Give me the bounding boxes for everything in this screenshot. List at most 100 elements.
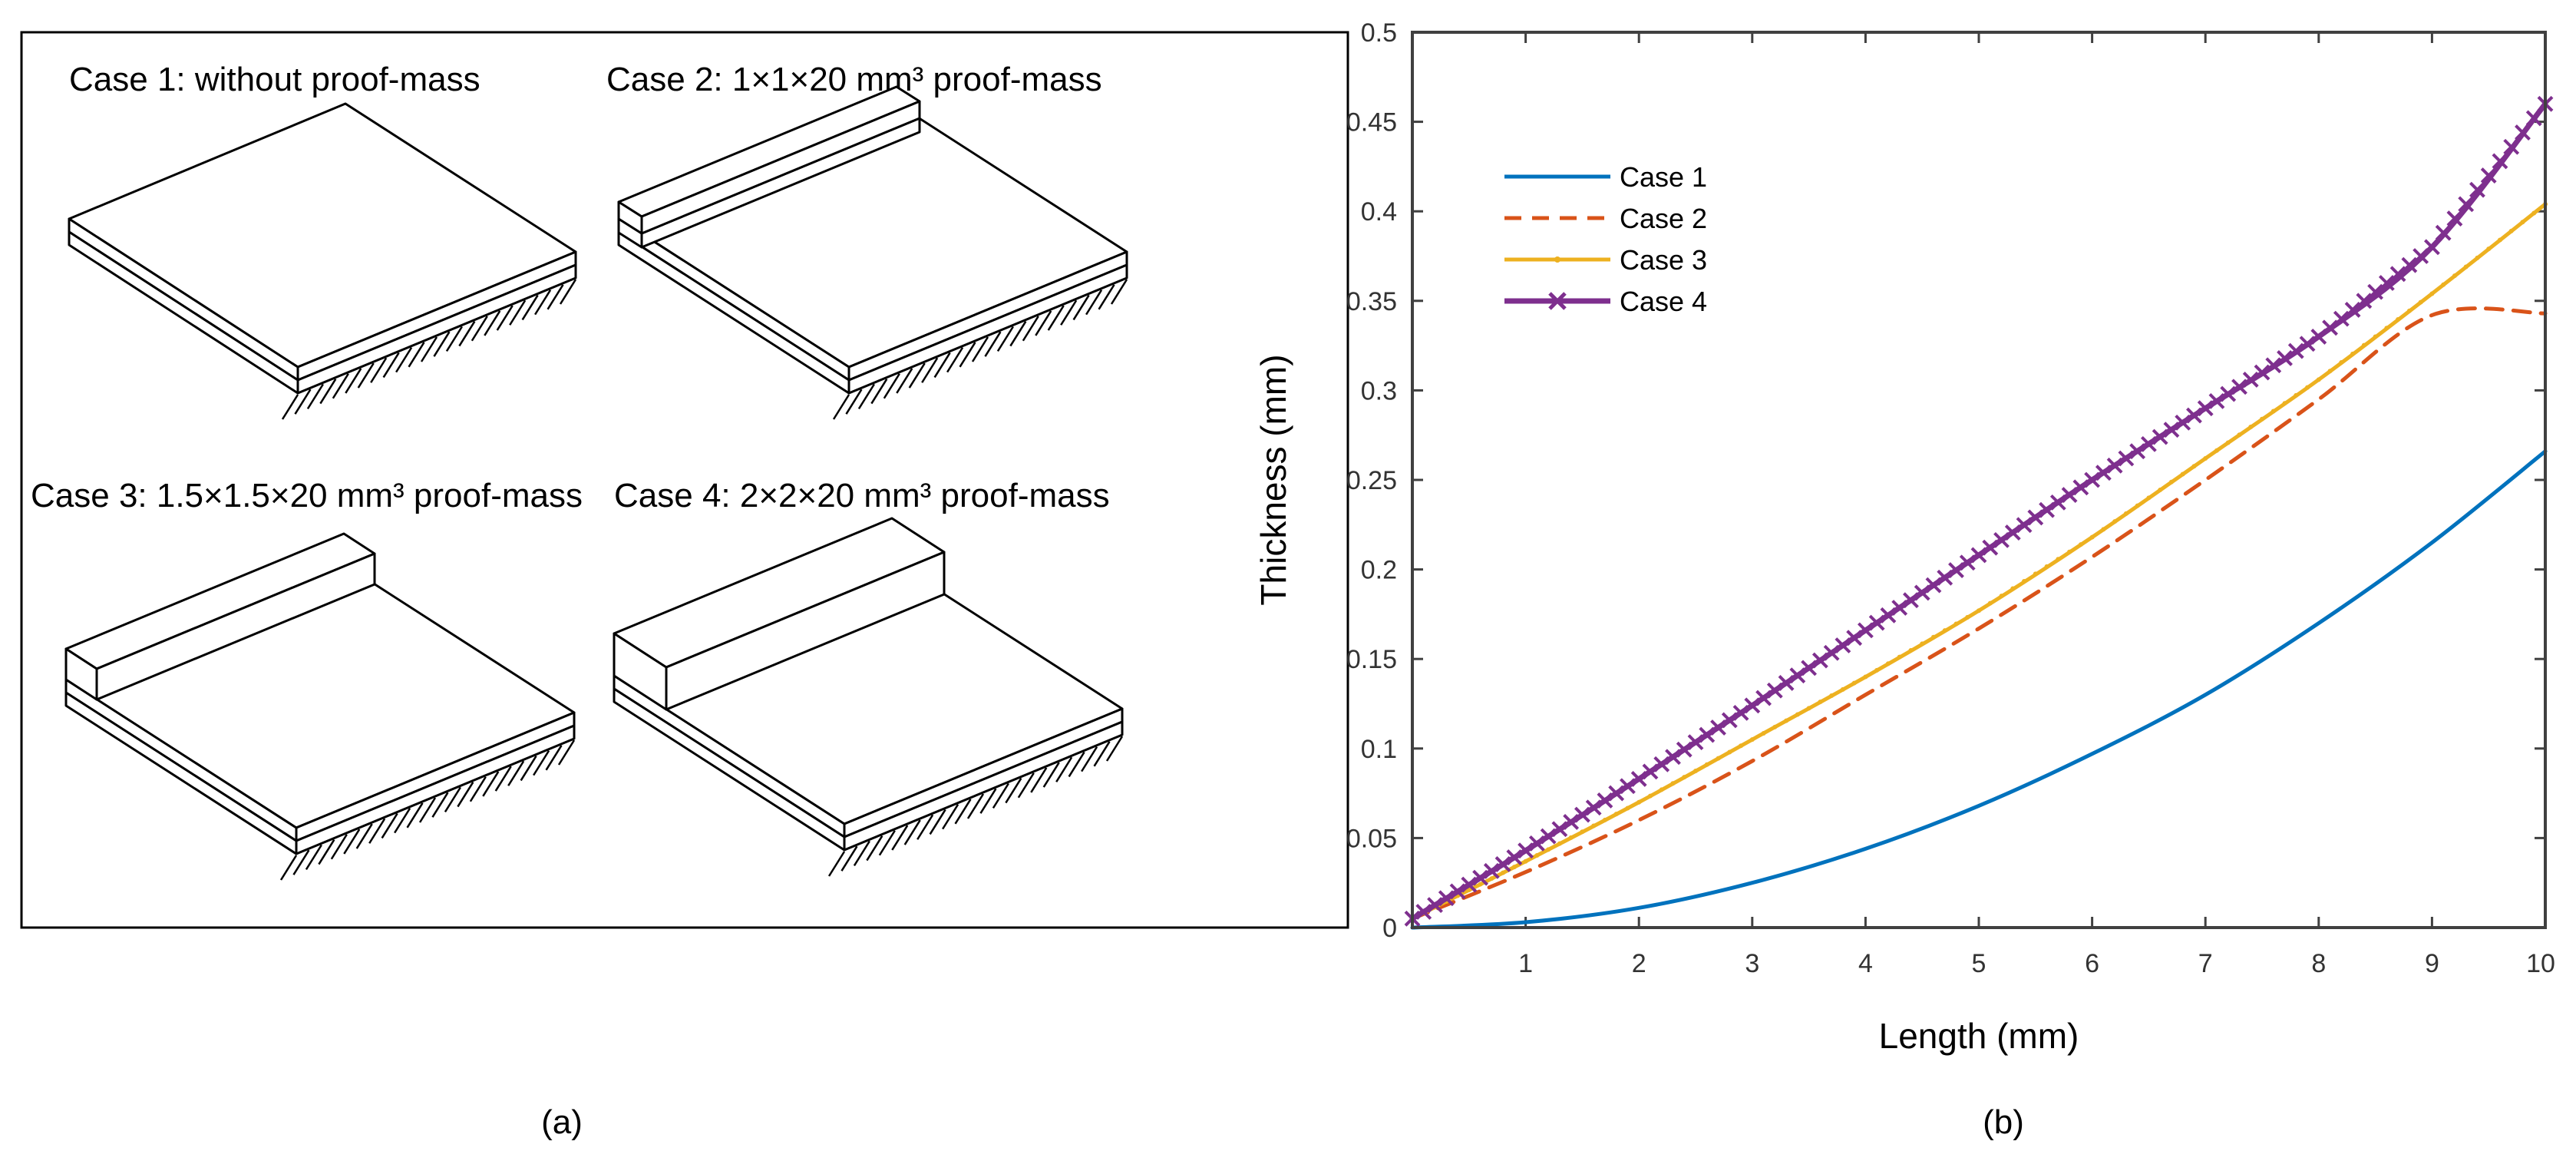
hatch-line xyxy=(853,840,870,867)
hatch-line xyxy=(394,807,411,834)
data-point-marker xyxy=(1959,554,1976,571)
data-point-marker xyxy=(1880,607,1897,624)
legend-item: Case 3 xyxy=(1504,244,1707,276)
data-point-marker xyxy=(2515,124,2531,141)
hatch-line xyxy=(916,814,934,840)
legend: Case 1 Case 2 Case 3 Case 4 xyxy=(1504,161,1707,317)
hatch-line xyxy=(319,378,337,405)
hatch-line xyxy=(971,336,989,362)
data-point-marker xyxy=(1999,594,2004,599)
data-point-marker xyxy=(1823,644,1840,661)
case-4-proof-mass xyxy=(613,517,946,711)
data-point-marker xyxy=(1687,734,1704,751)
hatch-line xyxy=(408,342,425,368)
hatch-line xyxy=(841,845,858,872)
hatch-line xyxy=(520,755,537,782)
data-point-marker xyxy=(1511,865,1517,870)
hatch-line xyxy=(1068,751,1085,778)
x-tick-label: 5 xyxy=(1972,949,1986,978)
data-point-marker xyxy=(1863,674,1868,680)
data-point-marker xyxy=(1613,812,1619,817)
x-tick-label: 6 xyxy=(2085,949,2099,978)
hatch-line xyxy=(294,389,312,415)
legend-label: Case 2 xyxy=(1620,203,1707,234)
data-point-marker xyxy=(1732,704,1749,721)
data-point-marker xyxy=(2441,282,2446,287)
data-point-marker xyxy=(1993,531,2010,548)
data-point-marker xyxy=(2310,329,2327,345)
data-point-marker xyxy=(1699,726,1716,743)
hatch-line xyxy=(494,766,512,792)
hatch-line xyxy=(469,776,487,802)
hatch-line xyxy=(827,851,846,877)
data-point-marker xyxy=(2004,524,2021,541)
hatch-line xyxy=(370,357,388,383)
hatch-line xyxy=(292,849,310,875)
data-point-marker xyxy=(1982,539,1999,556)
x-axis-label: Length (mm) xyxy=(1879,1016,2079,1056)
data-point-marker xyxy=(1811,652,1828,669)
data-point-marker xyxy=(1739,743,1744,749)
data-point-marker xyxy=(2033,571,2038,577)
data-point-marker xyxy=(2112,519,2118,524)
data-point-marker xyxy=(2486,246,2492,252)
panel-b: 0 0.05 0.1 0.15 0.2 0.25 0.3 0.35 0.4 0.45 0.5 1 2 3… xyxy=(1253,18,2555,1141)
hatch-line xyxy=(509,299,527,326)
hatch-line xyxy=(921,357,939,383)
data-point-marker xyxy=(1580,829,1585,835)
data-point-marker xyxy=(1518,842,1534,859)
hatch-line xyxy=(942,803,959,830)
y-tick-label: 0.4 xyxy=(1361,197,1397,227)
data-point-marker xyxy=(1795,712,1800,717)
data-point-marker xyxy=(1620,778,1636,795)
data-point-marker xyxy=(1835,637,1851,653)
hatch-line xyxy=(355,823,373,849)
hatch-line xyxy=(1030,767,1048,793)
hatch-line xyxy=(1005,777,1022,804)
hatch-line xyxy=(1081,746,1098,772)
hatch-line xyxy=(395,346,413,373)
hatch-line xyxy=(357,362,375,389)
hatch-line xyxy=(418,797,437,823)
data-point-marker xyxy=(2508,228,2514,233)
data-point-marker xyxy=(1716,756,1721,761)
data-point-marker xyxy=(2089,534,2095,540)
hatch-line xyxy=(883,373,900,399)
data-point-marker xyxy=(2396,317,2401,322)
data-point-marker xyxy=(2413,248,2429,264)
data-point-marker xyxy=(2299,336,2316,352)
series-layer xyxy=(1404,95,2554,930)
data-point-marker xyxy=(2322,319,2338,336)
hatch-line xyxy=(996,326,1014,352)
case-4-ground-hatch xyxy=(827,736,1124,877)
y-tick-labels: 0 0.05 0.1 0.15 0.2 0.25 0.3 0.35 0.4 0.45 0.5 xyxy=(1346,18,1397,943)
hatch-line xyxy=(903,819,921,845)
hatch-line xyxy=(992,782,1009,809)
data-point-marker xyxy=(1546,847,1551,852)
data-point-marker xyxy=(2452,273,2457,279)
data-point-marker xyxy=(1930,634,1936,640)
data-point-marker xyxy=(2469,181,2485,198)
data-point-marker xyxy=(1665,749,1681,766)
data-point-marker xyxy=(2203,456,2208,461)
data-point-marker xyxy=(1749,737,1755,743)
legend-label: Case 4 xyxy=(1620,286,1707,317)
data-point-marker xyxy=(2027,509,2044,526)
data-point-marker xyxy=(1608,785,1625,802)
hatch-line xyxy=(496,305,514,331)
data-point-marker xyxy=(2333,310,2350,327)
data-point-marker xyxy=(2525,110,2542,127)
case-4-drawing xyxy=(613,517,1124,877)
hatch-line xyxy=(381,812,398,839)
data-point-marker xyxy=(2197,400,2214,417)
data-point-marker xyxy=(1653,756,1670,772)
hatch-line xyxy=(484,310,501,336)
y-axis-label: Thickness (mm) xyxy=(1253,354,1293,605)
data-point-marker xyxy=(2180,471,2185,477)
data-point-marker xyxy=(2503,138,2520,155)
data-point-marker xyxy=(2225,440,2231,445)
case-3-drawing xyxy=(64,532,576,881)
hatch-line xyxy=(1105,736,1124,762)
hatch-line xyxy=(431,792,449,818)
hatch-line xyxy=(845,389,863,415)
